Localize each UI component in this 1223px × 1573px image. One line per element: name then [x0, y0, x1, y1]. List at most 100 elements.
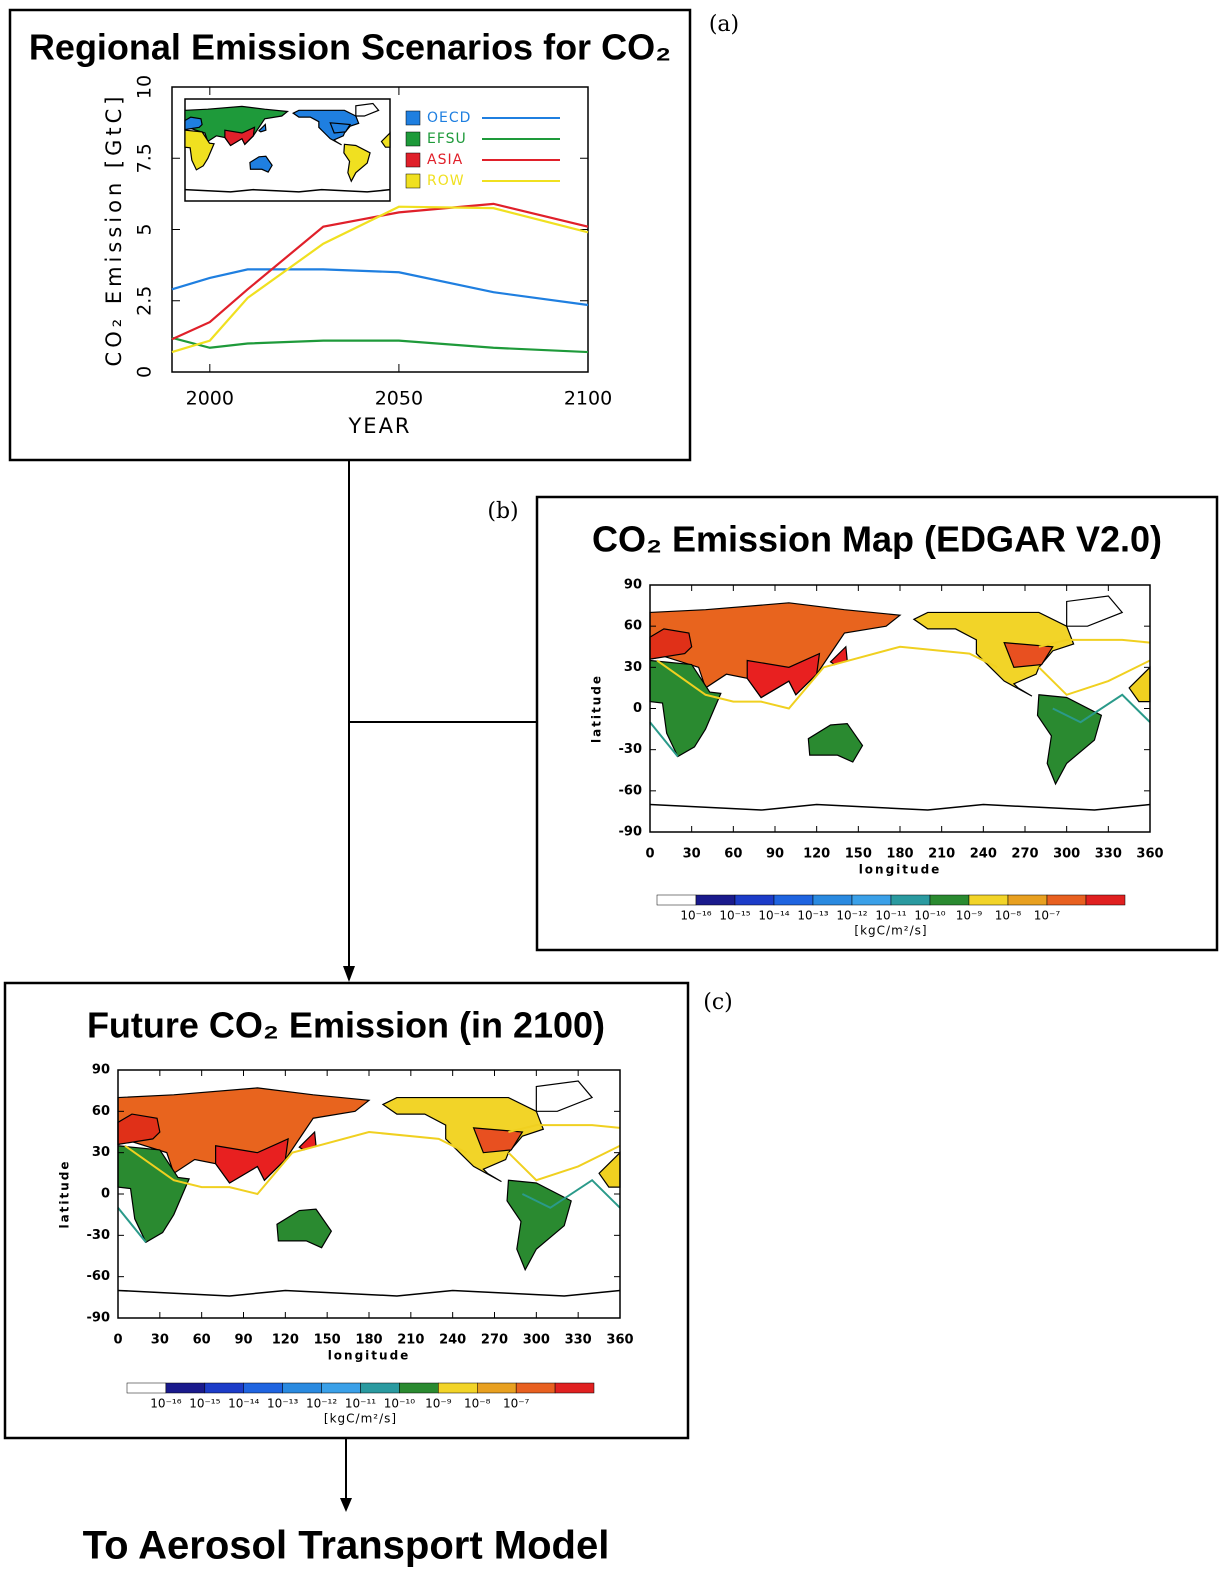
x-tick-label: 60 — [724, 847, 742, 862]
y-tick-label: 30 — [92, 1145, 110, 1160]
panel-title: CO₂ Emission Map (EDGAR V2.0) — [592, 519, 1162, 560]
colorbar-cell — [930, 895, 969, 905]
page: Regional Emission Scenarios for CO₂ (a) … — [0, 0, 1223, 1573]
x-tick-label: 120 — [272, 1333, 299, 1348]
y-tick-label: 0 — [633, 701, 642, 716]
land — [185, 117, 202, 129]
land — [1129, 667, 1150, 701]
x-tick-label: 210 — [397, 1333, 424, 1348]
colorbar-cell — [891, 895, 930, 905]
colorbar-unit: [kgC/m²/s] — [324, 1412, 397, 1426]
colorbar-cell — [205, 1383, 244, 1393]
land — [507, 1180, 571, 1270]
legend-label: ASIA — [427, 152, 463, 168]
x-tick-label: 2100 — [564, 388, 612, 410]
y-tick-label: 90 — [624, 578, 642, 593]
colorbar-label: 10⁻¹⁶ — [680, 909, 711, 923]
y-tick-label: -30 — [87, 1228, 111, 1243]
x-tick-label: 360 — [606, 1333, 633, 1348]
legend-swatch — [406, 111, 420, 125]
colorbar-cell — [774, 895, 813, 905]
inset-map — [185, 99, 390, 201]
colorbar-label: 10⁻⁹ — [956, 909, 983, 923]
colorbar-label: 10⁻¹⁶ — [150, 1397, 181, 1411]
land — [277, 1209, 331, 1248]
x-tick-label: 270 — [481, 1333, 508, 1348]
x-tick-label: 300 — [1053, 847, 1080, 862]
map — [650, 596, 1150, 810]
colorbar-unit: [kgC/m²/s] — [854, 924, 927, 938]
land — [383, 1098, 543, 1182]
colorbar-label: 10⁻⁷ — [503, 1397, 530, 1411]
colorbar-label: 10⁻¹¹ — [875, 909, 906, 923]
legend-label: OECD — [427, 110, 471, 126]
legend-swatch — [406, 174, 420, 188]
footer: To Aerosol Transport Model — [83, 1524, 610, 1568]
x-axis-label: longitude — [859, 863, 942, 877]
x-tick-label: 210 — [928, 847, 955, 862]
colorbar-label: 10⁻¹¹ — [345, 1397, 376, 1411]
x-tick-label: 150 — [314, 1333, 341, 1348]
colorbar-label: 10⁻¹⁵ — [719, 909, 750, 923]
land — [536, 1081, 592, 1111]
y-tick-label: 7.5 — [134, 143, 156, 173]
y-tick-label: 30 — [624, 660, 642, 675]
colorbar-cell — [477, 1383, 516, 1393]
x-tick-label: 330 — [1095, 847, 1122, 862]
x-tick-label: 120 — [803, 847, 830, 862]
antarctica — [118, 1290, 620, 1296]
land — [599, 1153, 620, 1187]
panel-label: (c) — [703, 990, 733, 1015]
colorbar-cell — [166, 1383, 205, 1393]
panel-label: (a) — [709, 12, 739, 37]
colorbar-cell — [438, 1383, 477, 1393]
colorbar-label: 10⁻¹³ — [797, 909, 828, 923]
series-line — [172, 207, 588, 352]
legend-label: EFSU — [427, 131, 467, 147]
y-tick-label: -60 — [619, 783, 643, 798]
x-tick-label: 60 — [193, 1333, 211, 1348]
colorbar-label: 10⁻⁸ — [995, 909, 1022, 923]
colorbar-cell — [361, 1383, 400, 1393]
land — [1067, 596, 1123, 626]
x-tick-label: 180 — [355, 1333, 382, 1348]
colorbar-cell — [1086, 895, 1125, 905]
colorbar-cell — [657, 895, 696, 905]
map — [118, 1081, 620, 1296]
x-tick-label: 330 — [565, 1333, 592, 1348]
colorbar-label: 10⁻¹⁴ — [758, 909, 789, 923]
panel-label: (b) — [487, 499, 518, 524]
x-tick-label: 270 — [1011, 847, 1038, 862]
panel-b-box — [537, 497, 1217, 950]
legend-swatch — [406, 132, 420, 146]
colorbar-cell — [555, 1383, 594, 1393]
colorbar-cell — [244, 1383, 283, 1393]
arrow-heads — [340, 966, 355, 1512]
colorbar-label: 10⁻¹⁴ — [228, 1397, 259, 1411]
colorbar-cell — [283, 1383, 322, 1393]
colorbar-label: 10⁻¹² — [836, 909, 867, 923]
colorbar-label: 10⁻¹⁰ — [384, 1397, 415, 1411]
colorbar-cell — [1047, 895, 1086, 905]
x-tick-label: 2000 — [186, 388, 234, 410]
land — [1038, 695, 1102, 784]
y-axis-label: latitude — [58, 1159, 72, 1228]
colorbar-label: 10⁻⁸ — [464, 1397, 491, 1411]
x-tick-label: 240 — [970, 847, 997, 862]
x-axis-label: longitude — [328, 1349, 411, 1363]
y-tick-label: 0 — [134, 366, 156, 378]
colorbar-label: 10⁻¹⁵ — [189, 1397, 220, 1411]
y-axis-label: latitude — [590, 674, 604, 743]
colorbar-label: 10⁻¹³ — [267, 1397, 298, 1411]
land — [914, 612, 1074, 696]
chart-title: Regional Emission Scenarios for CO₂ — [29, 27, 671, 68]
x-tick-label: 2050 — [375, 388, 423, 410]
land — [808, 724, 862, 762]
y-tick-label: -90 — [619, 825, 643, 840]
x-tick-label: 90 — [234, 1333, 252, 1348]
x-axis-label: YEAR — [347, 414, 411, 438]
y-tick-label: -60 — [87, 1269, 111, 1284]
antarctica — [650, 805, 1150, 810]
legend-swatch — [406, 153, 420, 167]
y-tick-label: 90 — [92, 1063, 110, 1078]
